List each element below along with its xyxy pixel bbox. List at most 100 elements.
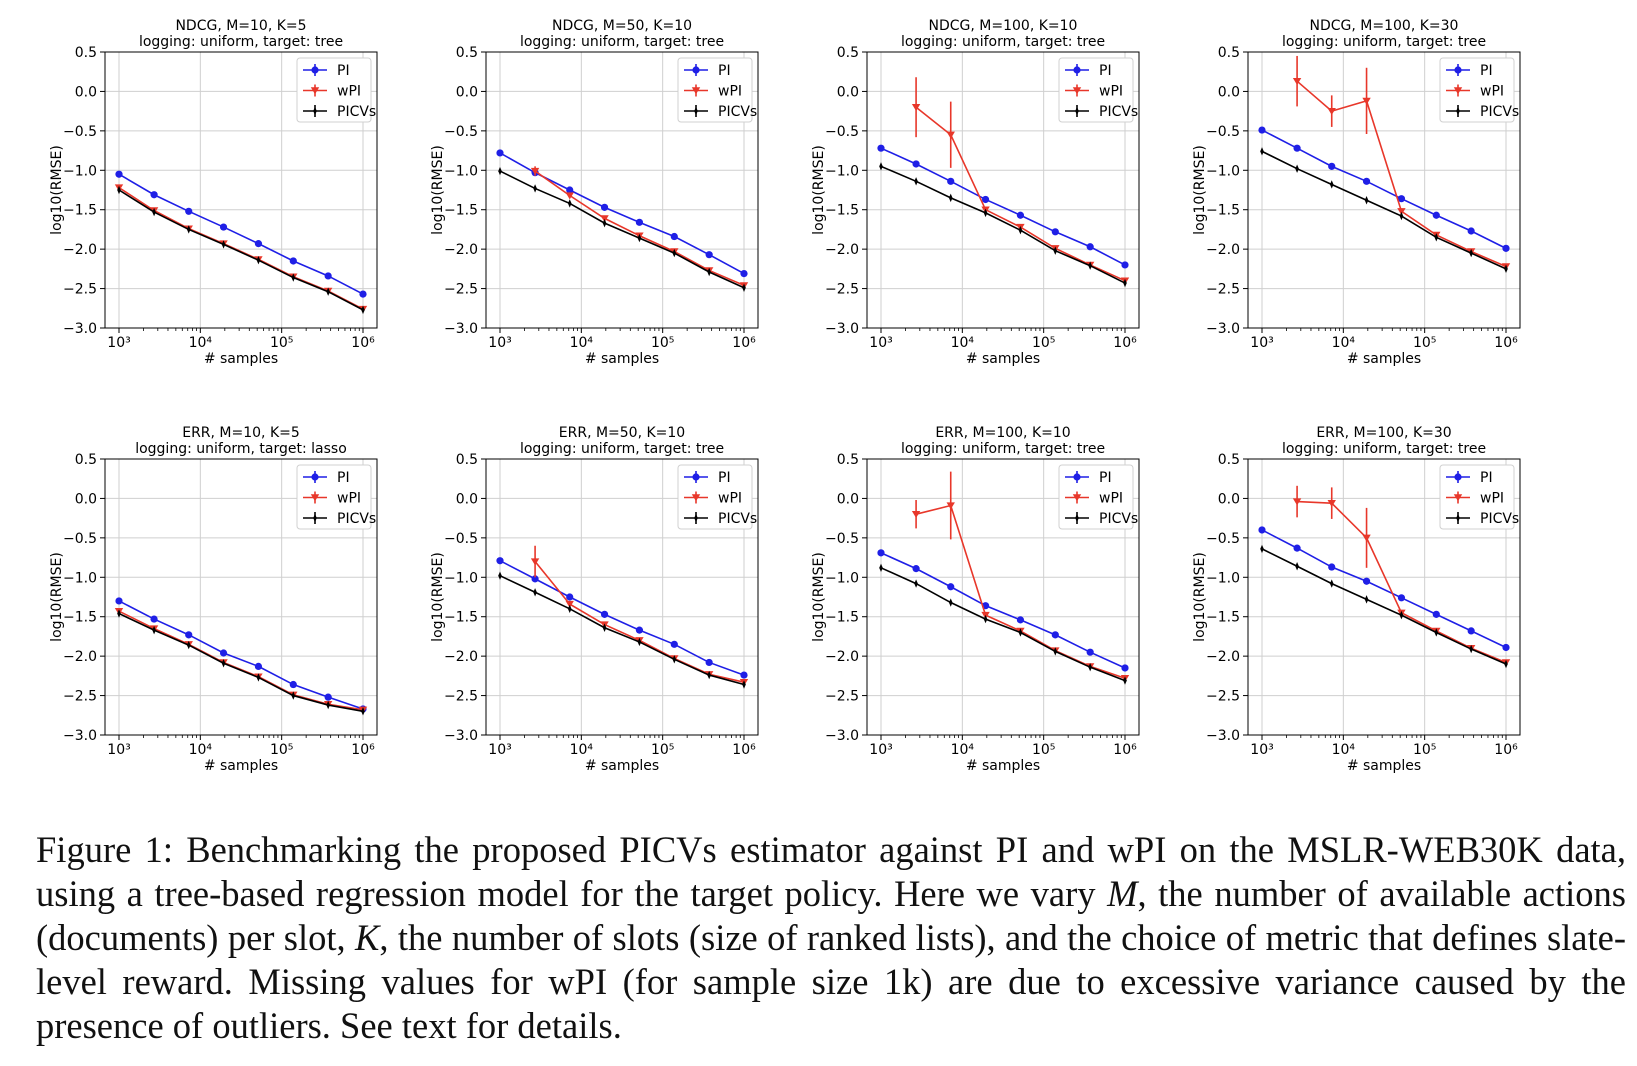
point-PICVs bbox=[1399, 211, 1404, 221]
point-PI bbox=[1051, 228, 1059, 236]
legend-marker-wPI bbox=[1072, 494, 1082, 502]
point-PI bbox=[1121, 261, 1129, 269]
point-PI bbox=[912, 565, 920, 573]
legend-marker-PICVs bbox=[1456, 106, 1460, 116]
point-PI bbox=[1328, 563, 1336, 571]
y-tick-label: 0.0 bbox=[1218, 491, 1240, 507]
series-line-PICVs bbox=[118, 189, 364, 311]
legend-marker-PICVs bbox=[694, 106, 698, 116]
point-PI bbox=[254, 662, 263, 670]
legend: PI wPI PICVs bbox=[677, 57, 757, 123]
point-PI bbox=[1016, 616, 1025, 624]
y-tick-label: −1.0 bbox=[825, 570, 859, 586]
point-wPI bbox=[1292, 498, 1302, 506]
legend-marker-wPI bbox=[310, 87, 320, 95]
point-PI bbox=[981, 195, 990, 204]
point-PICVs bbox=[291, 691, 296, 700]
y-tick-label: −0.5 bbox=[1206, 124, 1240, 140]
series-PICVs bbox=[1260, 544, 1508, 669]
point-PI bbox=[150, 615, 158, 623]
chart-subtitle: logging: uniform, target: tree bbox=[901, 441, 1105, 457]
x-tick-label: 10³ bbox=[107, 742, 130, 758]
y-tick-label: −3.0 bbox=[444, 728, 478, 744]
y-tick-label: −1.0 bbox=[825, 163, 859, 179]
series-PICVs bbox=[117, 609, 365, 716]
point-wPI bbox=[1327, 499, 1336, 507]
x-axis-label: # samples bbox=[204, 351, 278, 367]
point-PICVs bbox=[498, 166, 502, 176]
y-tick-label: 0.5 bbox=[837, 452, 859, 468]
point-PICVs bbox=[742, 680, 746, 689]
point-PI bbox=[566, 593, 574, 601]
point-PICVs bbox=[1260, 147, 1264, 156]
x-tick-label: 10⁴ bbox=[1332, 335, 1356, 351]
x-axis-label: # samples bbox=[585, 351, 659, 367]
legend-marker-PICVs bbox=[1456, 513, 1460, 523]
point-PICVs bbox=[152, 207, 156, 217]
chart-panel-4: 0.5 0.0 −0.5 −1.0 −1.5 −2.0 −2.5 −3.0 10³ 10⁴ 10⁵ 1… bbox=[1192, 18, 1521, 367]
y-tick-label: −1.5 bbox=[63, 610, 97, 626]
point-PICVs bbox=[1053, 647, 1058, 656]
legend: PI wPI PICVs bbox=[1439, 57, 1519, 123]
point-PICVs bbox=[879, 162, 883, 171]
legend-label-wPI: wPI bbox=[1480, 491, 1504, 507]
y-tick-label: 0.0 bbox=[837, 491, 859, 507]
caption-var-k: K bbox=[355, 917, 380, 958]
point-PI bbox=[496, 149, 504, 157]
y-tick-label: 0.5 bbox=[456, 452, 478, 468]
y-tick-label: −2.5 bbox=[444, 282, 478, 298]
point-PI bbox=[600, 203, 609, 211]
y-tick-label: 0.0 bbox=[75, 84, 97, 100]
series-PI bbox=[877, 144, 1129, 269]
y-tick-label: −2.0 bbox=[825, 649, 859, 665]
chart-panel-3: 0.5 0.0 −0.5 −1.0 −1.5 −2.0 −2.5 −3.0 10³ 10⁴ 10⁵ 1… bbox=[811, 18, 1140, 367]
series-line-PICVs bbox=[118, 612, 364, 713]
y-tick-label: −2.0 bbox=[444, 242, 478, 258]
chart-subtitle: logging: uniform, target: tree bbox=[1282, 34, 1486, 50]
point-PICVs bbox=[1260, 544, 1264, 554]
chart-title: NDCG, M=50, K=10 bbox=[552, 18, 692, 34]
series-line-PICVs bbox=[499, 170, 745, 289]
point-PI bbox=[150, 191, 158, 199]
y-tick-label: 0.0 bbox=[837, 84, 859, 100]
point-PICVs bbox=[152, 625, 156, 635]
legend-label-PI: PI bbox=[718, 63, 731, 79]
point-PICVs bbox=[1018, 628, 1023, 637]
point-PICVs bbox=[914, 177, 918, 186]
y-tick-label: −1.0 bbox=[63, 570, 97, 586]
chart-title: NDCG, M=100, K=30 bbox=[1310, 18, 1459, 34]
point-PI bbox=[1086, 648, 1094, 656]
x-tick-label: 10⁶ bbox=[732, 742, 756, 758]
x-tick-label: 10⁴ bbox=[951, 742, 975, 758]
point-PICVs bbox=[361, 305, 365, 315]
y-tick-label: −2.5 bbox=[63, 689, 97, 705]
chart-panel-2: 0.5 0.0 −0.5 −1.0 −1.5 −2.0 −2.5 −3.0 10³ 10⁴ 10⁵ 1… bbox=[430, 18, 759, 367]
point-PICVs bbox=[1364, 595, 1369, 604]
series-PICVs bbox=[498, 571, 746, 689]
point-PI bbox=[324, 272, 332, 280]
x-tick-label: 10³ bbox=[869, 335, 892, 351]
x-axis-label: # samples bbox=[966, 758, 1040, 774]
point-PICVs bbox=[326, 700, 330, 710]
x-tick-label: 10⁴ bbox=[189, 335, 213, 351]
point-PICVs bbox=[1295, 562, 1299, 571]
point-PI bbox=[1502, 244, 1510, 252]
y-tick-label: −2.0 bbox=[63, 649, 97, 665]
caption-mid: , the number of available actions (docum… bbox=[36, 873, 1626, 958]
point-PICVs bbox=[602, 218, 607, 228]
y-tick-label: −2.0 bbox=[825, 242, 859, 258]
point-PICVs bbox=[326, 287, 330, 296]
series-PICVs bbox=[117, 185, 365, 315]
point-PICVs bbox=[533, 184, 537, 193]
chart-panel-7: 0.5 0.0 −0.5 −1.0 −1.5 −2.0 −2.5 −3.0 10³ 10⁴ 10⁵ 1… bbox=[811, 425, 1140, 774]
legend-label-wPI: wPI bbox=[1480, 84, 1504, 100]
y-tick-label: −1.5 bbox=[825, 203, 859, 219]
caption-var-m: M bbox=[1107, 873, 1138, 914]
legend-marker-PICVs bbox=[313, 513, 317, 523]
y-tick-label: −1.0 bbox=[1206, 570, 1240, 586]
legend-marker-PI bbox=[692, 473, 700, 481]
legend-marker-wPI bbox=[1072, 87, 1082, 95]
y-tick-label: −0.5 bbox=[825, 124, 859, 140]
point-PI bbox=[289, 257, 297, 265]
legend: PI wPI PICVs bbox=[296, 464, 376, 530]
